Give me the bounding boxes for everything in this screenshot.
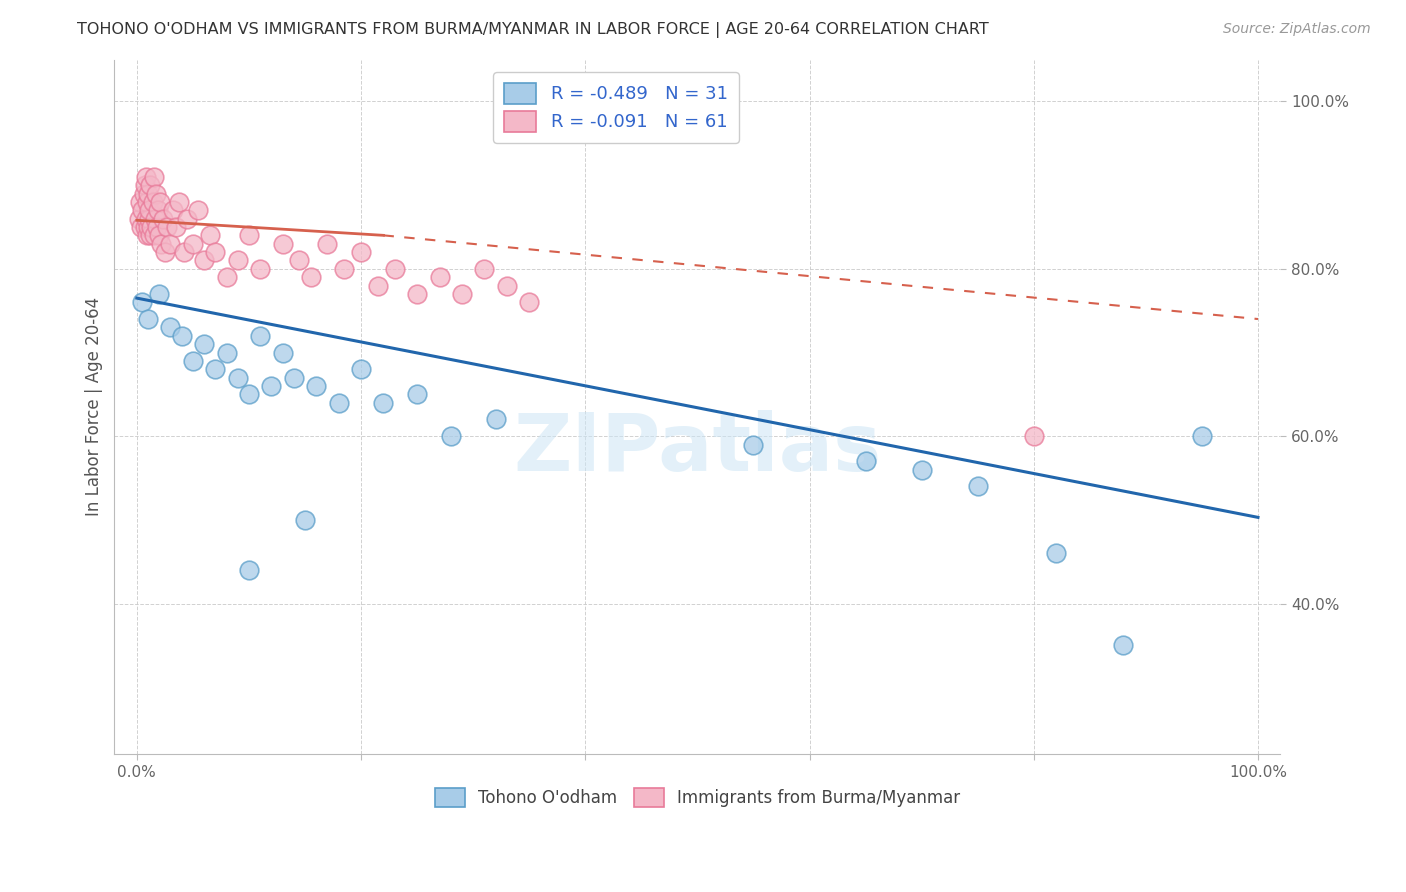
Point <box>162 203 184 218</box>
Point <box>131 295 153 310</box>
Point <box>129 194 152 209</box>
Point <box>333 261 356 276</box>
Point <box>271 345 294 359</box>
Point <box>517 295 540 310</box>
Point <box>328 395 350 409</box>
Point <box>451 287 474 301</box>
Point <box>181 354 204 368</box>
Point <box>135 211 157 226</box>
Point <box>350 362 373 376</box>
Point <box>145 186 167 201</box>
Point <box>742 437 765 451</box>
Point <box>135 194 157 209</box>
Point <box>260 379 283 393</box>
Point <box>215 270 238 285</box>
Point <box>139 228 162 243</box>
Point <box>136 312 159 326</box>
Text: Source: ZipAtlas.com: Source: ZipAtlas.com <box>1223 22 1371 37</box>
Point <box>406 387 429 401</box>
Point <box>198 228 221 243</box>
Point <box>193 337 215 351</box>
Point <box>316 236 339 251</box>
Point <box>271 236 294 251</box>
Point <box>141 219 163 234</box>
Point <box>143 211 166 226</box>
Point <box>170 328 193 343</box>
Point <box>141 194 163 209</box>
Point <box>204 245 226 260</box>
Point <box>238 387 260 401</box>
Point <box>135 169 157 184</box>
Point <box>135 228 157 243</box>
Point <box>373 395 395 409</box>
Point <box>367 278 389 293</box>
Point <box>474 261 496 276</box>
Point <box>132 186 155 201</box>
Point <box>305 379 328 393</box>
Point <box>148 228 170 243</box>
Point <box>153 245 176 260</box>
Point <box>136 219 159 234</box>
Point <box>294 513 316 527</box>
Point <box>134 178 156 193</box>
Point <box>495 278 517 293</box>
Point <box>159 236 181 251</box>
Point <box>134 219 156 234</box>
Point <box>152 211 174 226</box>
Point <box>176 211 198 226</box>
Point <box>226 370 249 384</box>
Point <box>150 236 173 251</box>
Point <box>911 463 934 477</box>
Point <box>1191 429 1213 443</box>
Point <box>138 211 160 226</box>
Point <box>429 270 451 285</box>
Point <box>156 219 179 234</box>
Point <box>299 270 322 285</box>
Legend: Tohono O'odham, Immigrants from Burma/Myanmar: Tohono O'odham, Immigrants from Burma/My… <box>426 780 969 815</box>
Text: ZIPatlas: ZIPatlas <box>513 409 882 488</box>
Point <box>142 228 165 243</box>
Point <box>226 253 249 268</box>
Point <box>149 194 172 209</box>
Point <box>855 454 877 468</box>
Point <box>1045 546 1067 560</box>
Text: TOHONO O'ODHAM VS IMMIGRANTS FROM BURMA/MYANMAR IN LABOR FORCE | AGE 20-64 CORRE: TOHONO O'ODHAM VS IMMIGRANTS FROM BURMA/… <box>77 22 988 38</box>
Point <box>204 362 226 376</box>
Point <box>484 412 506 426</box>
Point <box>181 236 204 251</box>
Point <box>249 261 271 276</box>
Point <box>1112 639 1135 653</box>
Point <box>238 228 260 243</box>
Point <box>283 370 305 384</box>
Point <box>966 479 988 493</box>
Point <box>148 287 170 301</box>
Point <box>406 287 429 301</box>
Point <box>350 245 373 260</box>
Point <box>128 211 150 226</box>
Point <box>136 186 159 201</box>
Point <box>187 203 209 218</box>
Point <box>193 253 215 268</box>
Point <box>159 320 181 334</box>
Point <box>138 203 160 218</box>
Point <box>131 219 153 234</box>
Point <box>288 253 311 268</box>
Point <box>146 219 169 234</box>
Point <box>142 169 165 184</box>
Point <box>384 261 406 276</box>
Point <box>169 194 191 209</box>
Point <box>165 219 187 234</box>
Y-axis label: In Labor Force | Age 20-64: In Labor Force | Age 20-64 <box>86 297 103 516</box>
Point <box>215 345 238 359</box>
Point <box>440 429 463 443</box>
Point <box>173 245 195 260</box>
Point <box>146 203 169 218</box>
Point <box>238 563 260 577</box>
Point <box>131 203 153 218</box>
Point <box>139 178 162 193</box>
Point <box>1022 429 1045 443</box>
Point <box>249 328 271 343</box>
